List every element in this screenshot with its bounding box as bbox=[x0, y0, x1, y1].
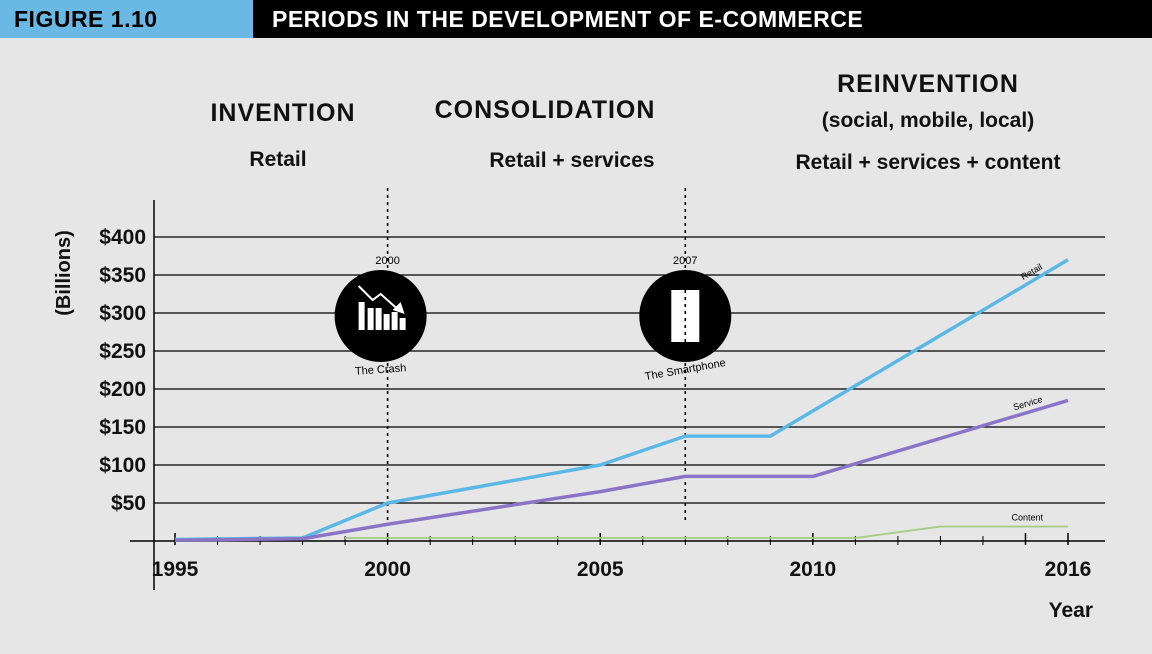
x-tick-label: 2000 bbox=[364, 558, 411, 581]
x-tick-label: 2010 bbox=[789, 558, 836, 581]
y-tick-label: $350 bbox=[99, 264, 146, 287]
period-invention-segment: Retail bbox=[249, 148, 306, 171]
event-year-label: 2000 bbox=[375, 255, 399, 267]
y-tick-label: $400 bbox=[99, 226, 146, 249]
period-consolidation-title: CONSOLIDATION bbox=[435, 96, 656, 124]
x-tick-label: 1995 bbox=[152, 558, 199, 581]
figure-label: FIGURE 1.10 bbox=[0, 0, 253, 38]
y-tick-label: $250 bbox=[99, 340, 146, 363]
x-tick-label: 2016 bbox=[1045, 558, 1092, 581]
crash-icon-bar bbox=[375, 308, 382, 330]
figure-title: PERIODS IN THE DEVELOPMENT OF E-COMMERCE bbox=[272, 6, 864, 32]
crash-icon-bar bbox=[399, 318, 406, 330]
crash-icon-bar bbox=[367, 308, 374, 330]
event-caption: The Crash bbox=[355, 362, 407, 378]
crash-icon-bar bbox=[358, 302, 365, 330]
period-reinvention-subtitle: (social, mobile, local) bbox=[822, 109, 1034, 132]
x-tick-label: 2005 bbox=[577, 558, 624, 581]
crash-icon-trend bbox=[357, 285, 400, 311]
y-tick-label: $200 bbox=[99, 378, 146, 401]
y-tick-label: $150 bbox=[99, 416, 146, 439]
figure-header: FIGURE 1.10 PERIODS IN THE DEVELOPMENT O… bbox=[0, 0, 1152, 38]
y-tick-label: $300 bbox=[99, 302, 146, 325]
period-consolidation-segment: Retail + services bbox=[489, 149, 654, 172]
crash-icon-bar bbox=[391, 312, 398, 330]
period-invention-title: INVENTION bbox=[210, 99, 355, 127]
crash-icon-arrowhead bbox=[392, 302, 405, 314]
series-retail-label: Retail bbox=[1019, 262, 1044, 282]
period-reinvention-segment: Retail + services + content bbox=[796, 151, 1061, 174]
series-retail-line bbox=[174, 258, 1069, 542]
y-tick-label: $50 bbox=[111, 492, 146, 515]
series-content-label: Content bbox=[1011, 513, 1043, 523]
x-axis-label: Year bbox=[1049, 599, 1093, 622]
period-reinvention-title: REINVENTION bbox=[837, 70, 1019, 98]
event-year-label: 2007 bbox=[673, 255, 697, 267]
series-content-line bbox=[345, 525, 1068, 539]
crash-icon-bar bbox=[383, 314, 390, 330]
y-tick-label: $100 bbox=[99, 454, 146, 477]
series-service-line bbox=[174, 398, 1069, 542]
y-axis-label: (Billions) bbox=[53, 230, 75, 316]
